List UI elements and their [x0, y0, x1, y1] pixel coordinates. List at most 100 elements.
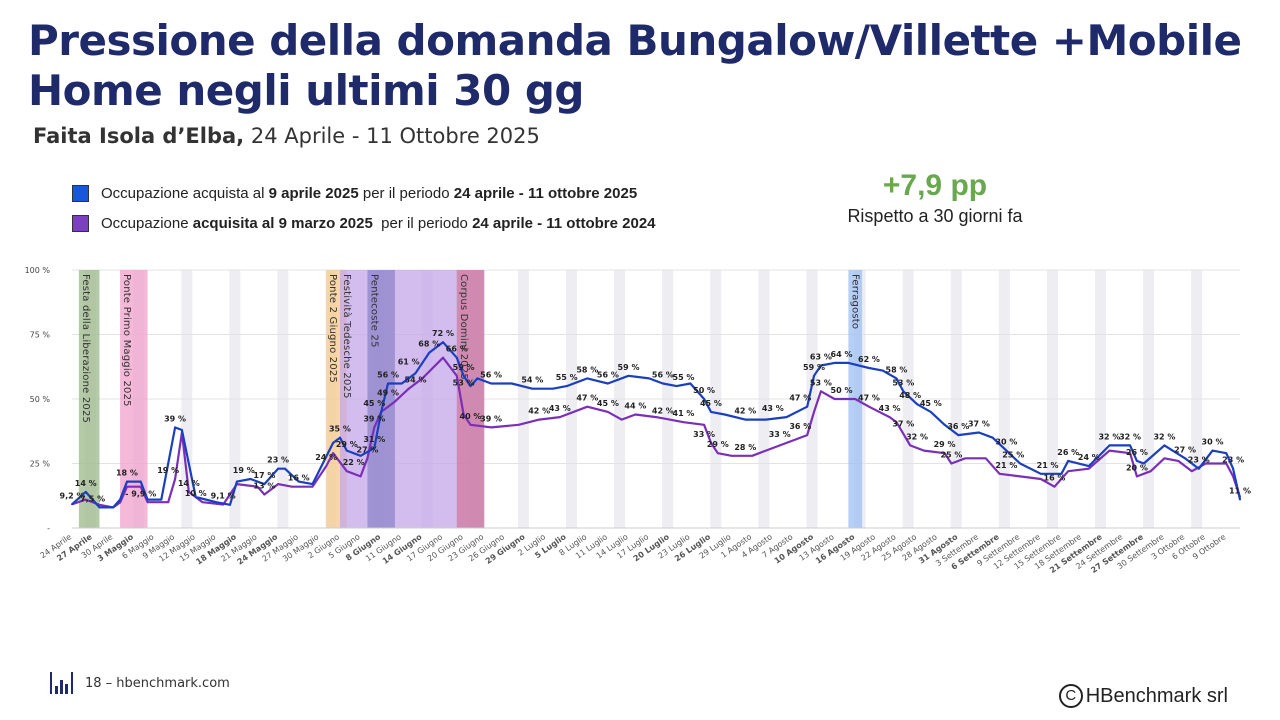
data-label: 53 % — [892, 378, 914, 387]
data-label: 39 % — [480, 414, 502, 423]
series-point-1 — [394, 400, 396, 403]
series-point-0 — [339, 436, 341, 439]
series-point-0 — [400, 382, 403, 385]
series-point-0 — [490, 382, 493, 385]
series-point-1 — [984, 457, 987, 460]
y-tick-label: 25 % — [30, 460, 51, 469]
series-point-1 — [373, 426, 376, 429]
series-point-0 — [1067, 460, 1070, 462]
data-label: 58 % — [886, 365, 908, 374]
series-point-1 — [819, 390, 822, 393]
copyright-text: HBenchmark srl — [1085, 684, 1228, 707]
series-point-1 — [469, 423, 472, 426]
series-point-0 — [833, 361, 836, 364]
series-point-0 — [476, 377, 479, 380]
series-point-0 — [765, 418, 767, 421]
series-point-1 — [620, 418, 623, 421]
series-point-0 — [723, 413, 726, 416]
series-point-1 — [888, 416, 891, 418]
series-point-1 — [84, 498, 87, 501]
data-label: 45 % — [920, 399, 942, 408]
legend-text: 24 aprile - 11 ottobre 2025 — [453, 184, 638, 202]
series-point-0 — [689, 382, 692, 385]
legend-text: 24 aprile - 11 ottobre 2024 — [472, 214, 656, 232]
data-label: 68 % — [418, 340, 440, 349]
series-point-0 — [469, 385, 472, 387]
series-point-0 — [359, 454, 362, 457]
series-point-0 — [510, 382, 513, 385]
event-band — [78, 270, 100, 528]
data-label: 23 % — [1188, 456, 1210, 465]
series-point-1 — [1108, 449, 1111, 452]
series-point-0 — [174, 426, 176, 429]
series-point-1 — [909, 444, 912, 447]
data-label: 33 % — [693, 430, 715, 439]
series-point-1 — [359, 475, 362, 478]
series-point-0 — [235, 480, 238, 483]
series-point-1 — [126, 485, 128, 488]
data-label: 47 % — [789, 394, 811, 403]
data-label: 14 % — [75, 479, 97, 488]
series-point-0 — [215, 501, 218, 504]
data-label: 14 % — [178, 479, 200, 488]
series-point-1 — [1204, 462, 1207, 465]
series-point-0 — [455, 356, 458, 359]
series-point-0 — [813, 374, 815, 377]
series-point-0 — [146, 498, 149, 501]
series-point-0 — [249, 478, 252, 480]
data-label: 50 % — [831, 386, 853, 395]
data-label: 7,5 % — [80, 494, 105, 503]
data-label: 10 % — [185, 489, 207, 498]
data-label: 56 % — [377, 371, 399, 380]
series-point-1 — [490, 426, 493, 429]
event-label: Festa della Liberazione 2025 — [80, 274, 91, 423]
footer-page-text: 18 – hbenchmark.com — [85, 675, 230, 691]
series-point-0 — [345, 449, 348, 452]
data-label: 39 % — [363, 414, 385, 423]
series-point-1 — [854, 398, 857, 400]
series-point-1 — [442, 356, 444, 359]
data-label: 27 % — [356, 445, 378, 454]
series-point-1 — [634, 413, 637, 416]
series-point-1 — [1163, 457, 1166, 460]
series-point-0 — [627, 374, 630, 377]
event-label: Festività Tedesche 2025 — [341, 274, 353, 399]
kpi-label: Rispetto a 30 giorni fa — [847, 206, 1023, 226]
data-label: 50 % — [693, 386, 715, 395]
occupancy-chart: Festa della Liberazione 2025 Ponte Primo … — [25, 266, 1251, 575]
series-point-0 — [414, 372, 417, 375]
series-point-0 — [263, 483, 266, 486]
series-point-0 — [139, 480, 142, 483]
series-point-1 — [751, 454, 754, 457]
series-point-1 — [119, 501, 121, 504]
data-label: 26 % — [1126, 448, 1148, 457]
series-point-0 — [957, 434, 960, 437]
data-label: - 9,9 % — [125, 489, 156, 498]
series-point-0 — [311, 483, 314, 486]
event-label: Pentecoste 25 — [368, 274, 379, 348]
data-label: 61 % — [398, 358, 420, 367]
data-label: 35 % — [329, 425, 351, 434]
series-point-0 — [1039, 472, 1042, 475]
series-point-1 — [421, 377, 424, 380]
series-point-1 — [1136, 475, 1138, 478]
data-label: 42 % — [528, 407, 550, 416]
y-tick-label: - — [47, 524, 50, 533]
data-label: 11 % — [1229, 487, 1251, 496]
series-point-1 — [998, 472, 1001, 475]
series-point-1 — [455, 374, 458, 377]
series-point-0 — [1129, 444, 1131, 447]
series-point-0 — [194, 496, 197, 498]
data-label: 36 % — [947, 422, 969, 431]
data-label: 56 % — [480, 371, 502, 380]
data-label: 66 % — [446, 345, 468, 354]
event-label: Ponte 2 Giugno 2025 — [327, 274, 338, 383]
series-point-0 — [1211, 449, 1214, 452]
series-point-1 — [256, 485, 259, 488]
series-point-1 — [1067, 470, 1070, 473]
series-point-0 — [1232, 467, 1235, 470]
data-label: 29 % — [336, 440, 358, 449]
legend-entry: Occupazione acquisita al 9 marzo 2025 pe… — [72, 208, 656, 238]
series-point-1 — [277, 483, 280, 486]
subtitle-location: Faita Isola d’Elba, — [33, 124, 245, 148]
